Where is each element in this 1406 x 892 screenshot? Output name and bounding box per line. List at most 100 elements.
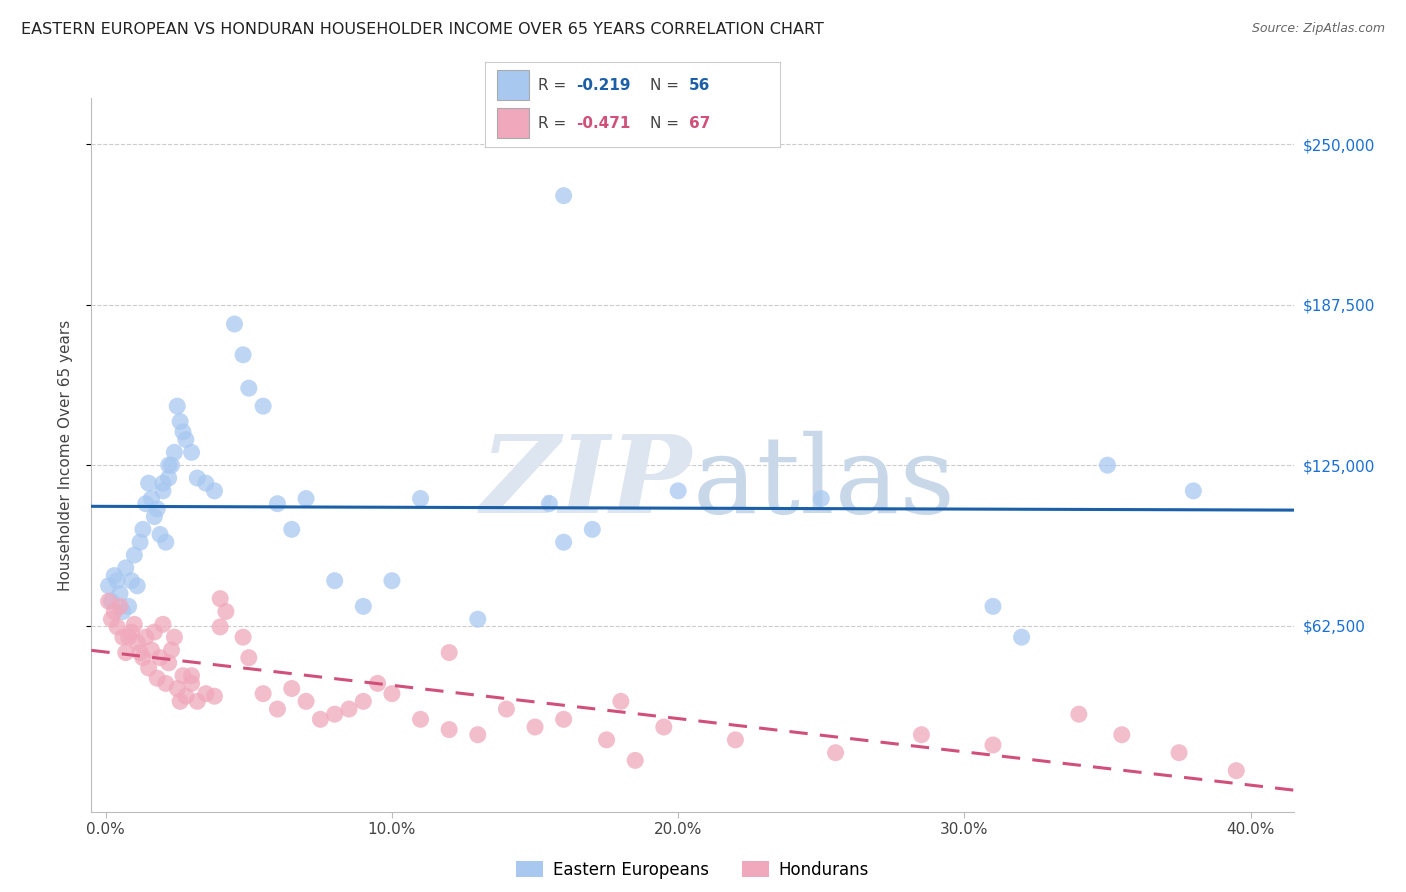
Point <box>595 732 617 747</box>
Text: Source: ZipAtlas.com: Source: ZipAtlas.com <box>1251 22 1385 36</box>
Text: R =: R = <box>538 78 571 93</box>
Point <box>124 548 146 562</box>
Point <box>186 694 208 708</box>
Point <box>100 612 122 626</box>
Point <box>157 656 180 670</box>
Point <box>143 625 166 640</box>
Point <box>163 630 186 644</box>
Point <box>111 630 134 644</box>
Point <box>295 694 318 708</box>
Point <box>180 668 202 682</box>
Point <box>141 491 163 506</box>
Point <box>232 348 254 362</box>
Point <box>337 702 360 716</box>
Point <box>323 574 346 588</box>
Point <box>352 599 374 614</box>
Point <box>1067 707 1090 722</box>
Point <box>117 599 139 614</box>
Text: atlas: atlas <box>692 431 956 536</box>
Point <box>910 728 932 742</box>
Point <box>553 535 575 549</box>
Text: N =: N = <box>651 116 685 131</box>
Point <box>266 702 288 716</box>
Point <box>97 594 120 608</box>
Point <box>524 720 547 734</box>
Point <box>437 646 460 660</box>
Point <box>117 630 139 644</box>
Point <box>1225 764 1247 778</box>
Point <box>127 579 149 593</box>
Point <box>146 671 169 685</box>
Point <box>1111 728 1133 742</box>
Point <box>266 497 288 511</box>
Point <box>409 712 432 726</box>
Point <box>215 605 238 619</box>
Point <box>108 599 131 614</box>
Text: -0.471: -0.471 <box>576 116 631 131</box>
Point <box>810 491 832 506</box>
Text: R =: R = <box>538 116 571 131</box>
Point <box>352 694 374 708</box>
Point <box>97 579 120 593</box>
Point <box>467 728 489 742</box>
Point <box>169 415 191 429</box>
Point <box>149 527 172 541</box>
Point <box>129 535 152 549</box>
Point <box>581 522 603 536</box>
Point <box>160 643 183 657</box>
Point <box>204 483 226 498</box>
Point <box>152 617 174 632</box>
Point <box>155 535 177 549</box>
Point <box>981 599 1004 614</box>
Point <box>232 630 254 644</box>
Text: 56: 56 <box>689 78 710 93</box>
Point <box>1168 746 1191 760</box>
Point <box>103 605 125 619</box>
Point <box>138 661 160 675</box>
Y-axis label: Householder Income Over 65 years: Householder Income Over 65 years <box>58 319 73 591</box>
Point <box>172 425 194 439</box>
Point <box>194 476 217 491</box>
Point <box>724 732 747 747</box>
Point <box>114 646 136 660</box>
Point <box>553 712 575 726</box>
Text: EASTERN EUROPEAN VS HONDURAN HOUSEHOLDER INCOME OVER 65 YEARS CORRELATION CHART: EASTERN EUROPEAN VS HONDURAN HOUSEHOLDER… <box>21 22 824 37</box>
Point <box>166 681 188 696</box>
Point <box>666 483 689 498</box>
Point <box>1011 630 1033 644</box>
Point <box>495 702 517 716</box>
Point <box>163 445 186 459</box>
Point <box>111 605 134 619</box>
Point <box>180 676 202 690</box>
Point <box>309 712 332 726</box>
Text: 67: 67 <box>689 116 710 131</box>
Point <box>143 509 166 524</box>
Bar <box>496 108 529 138</box>
Point <box>132 650 155 665</box>
Point <box>652 720 675 734</box>
Point <box>824 746 846 760</box>
Point <box>281 681 304 696</box>
Point <box>141 643 163 657</box>
Point <box>1097 458 1119 473</box>
Point <box>224 317 246 331</box>
Point <box>124 617 146 632</box>
Point <box>209 620 232 634</box>
Point <box>149 650 172 665</box>
Point <box>129 646 152 660</box>
Point <box>252 399 274 413</box>
Point <box>981 738 1004 752</box>
Legend: Eastern Europeans, Hondurans: Eastern Europeans, Hondurans <box>509 855 876 886</box>
Point <box>186 471 208 485</box>
Text: -0.219: -0.219 <box>576 78 631 93</box>
Point <box>323 707 346 722</box>
Point <box>238 650 260 665</box>
Point <box>209 591 232 606</box>
Point <box>538 497 561 511</box>
Point <box>132 522 155 536</box>
Point <box>157 458 180 473</box>
Point <box>194 687 217 701</box>
Point <box>295 491 318 506</box>
Point <box>174 690 197 704</box>
Bar <box>496 70 529 100</box>
